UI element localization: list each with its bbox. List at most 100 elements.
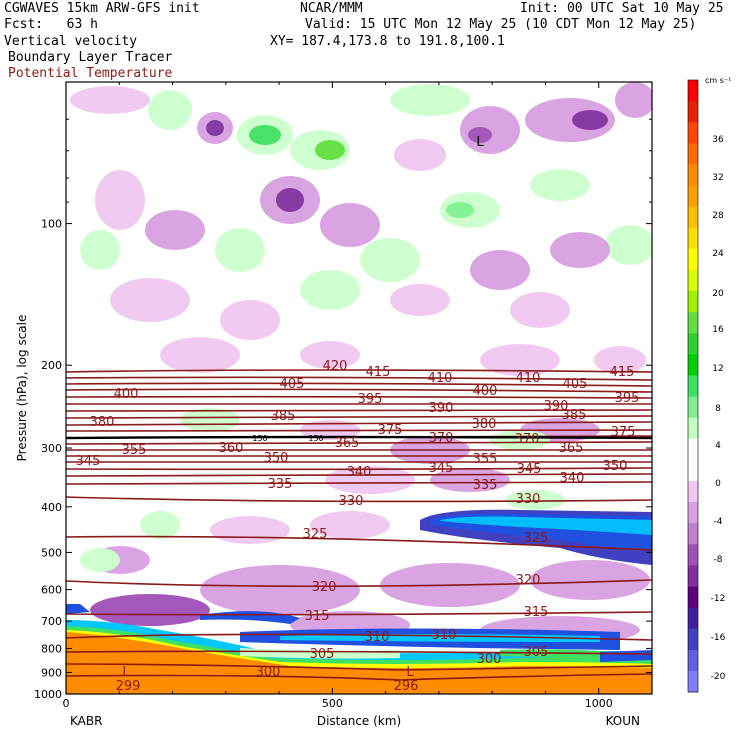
theta-label: 300 (256, 665, 281, 680)
theta-label: 350 (603, 459, 628, 474)
colorbar-swatch (688, 269, 698, 292)
tracer-150-line (66, 435, 652, 440)
y-tick-label: 200 (41, 359, 62, 372)
y-tick-label: 800 (41, 642, 62, 655)
field-boundary-layer-tracer: Boundary Layer Tracer (8, 50, 173, 65)
theta-label: 310 (365, 630, 390, 645)
theta-label: 400 (473, 384, 498, 399)
theta-label: 320 (312, 580, 337, 595)
theta-label: 325 (303, 527, 328, 542)
theta-label: 340 (560, 471, 585, 486)
colorbar-label: 0 (715, 479, 721, 489)
colorbar-swatch (688, 670, 698, 693)
theta-label: 410 (428, 371, 453, 386)
colorbar-swatch (688, 438, 698, 461)
colorbar-label: 8 (715, 404, 721, 414)
colorbar-label: -20 (711, 672, 726, 682)
x-tick-label: 1000 (585, 697, 613, 710)
colorbar-label: 16 (712, 325, 724, 335)
colorbar-frame (687, 79, 699, 693)
theta-label: 410 (516, 371, 541, 386)
theta-label: 390 (429, 401, 454, 416)
colorbar-swatch (688, 291, 698, 313)
theta-label: 360 (219, 441, 244, 456)
theta-label: 325 (524, 531, 549, 546)
vertical-velocity-shading (66, 82, 652, 694)
low-marker: L (406, 665, 414, 680)
theta-label: 355 (122, 443, 147, 458)
theta-label: 420 (323, 359, 348, 374)
x-right-endpoint: KOUN (606, 714, 640, 728)
colorbar-swatch (688, 248, 698, 271)
colorbar-swatch (688, 480, 698, 503)
colorbar-swatch (688, 396, 698, 419)
theta-label: 400 (114, 387, 139, 402)
theta-label: 375 (611, 425, 636, 440)
theta-label: 355 (473, 452, 498, 467)
x-tick-label: 500 (322, 697, 343, 710)
colorbar-swatch (688, 565, 698, 587)
theta-label: 335 (473, 478, 498, 493)
colorbar-label: -12 (711, 594, 726, 604)
colorbar-swatch (688, 312, 698, 334)
colorbar-label: 12 (712, 364, 723, 374)
x-tick-label: 0 (63, 697, 70, 710)
colorbar-swatch (688, 607, 698, 630)
colorbar-swatch (688, 143, 698, 165)
theta-label: 385 (271, 409, 296, 424)
theta-label: 296 (394, 679, 419, 694)
x-axis: 0 500 1000 (63, 82, 653, 710)
theta-label: 380 (472, 417, 497, 432)
model-title: CGWAVES 15km ARW-GFS init (4, 1, 200, 16)
colorbar-swatch (688, 122, 698, 144)
colorbar-swatch (688, 649, 698, 672)
xy-endpoints: XY= 187.4,173.8 to 191.8,100.1 (270, 34, 505, 49)
colorbar-swatch (688, 80, 698, 102)
field-vertical-velocity: Vertical velocity (4, 34, 138, 49)
theta-label: 395 (358, 392, 383, 407)
colorbar (687, 79, 699, 693)
colorbar-swatch (688, 628, 698, 651)
theta-label: 415 (366, 365, 391, 380)
theta-label: 365 (559, 441, 584, 456)
colorbar-label: 32 (712, 173, 723, 183)
y-tick-label: 300 (41, 442, 62, 455)
colorbar-label: 4 (715, 441, 721, 451)
colorbar-swatch (688, 375, 698, 398)
low-marker: L (476, 135, 484, 150)
y-tick-label: 500 (41, 546, 62, 559)
x-left-endpoint: KABR (70, 714, 102, 728)
theta-label: 330 (339, 494, 364, 509)
y-tick-label: 600 (41, 584, 62, 597)
valid-time: Valid: 15 UTC Mon 12 May 25 (10 CDT Mon … (305, 17, 697, 32)
colorbar-swatch (688, 459, 698, 482)
colorbar-swatch (688, 333, 698, 355)
colorbar-label: 36 (712, 135, 724, 145)
colorbar-label: 20 (712, 289, 724, 299)
theta-label: 390 (544, 399, 569, 414)
colorbar-label: -4 (714, 517, 723, 527)
init-time: Init: 00 UTC Sat 10 May 25 (520, 1, 724, 16)
y-tick-label: 1000 (34, 688, 62, 701)
theta-label: 345 (517, 462, 542, 477)
theta-label: 310 (432, 628, 457, 643)
tracer-label: 150 (308, 434, 323, 443)
theta-label: 320 (516, 573, 541, 588)
colorbar-label: -8 (714, 555, 723, 565)
theta-label: 315 (305, 609, 330, 624)
theta-label: 300 (477, 652, 502, 667)
theta-label: 305 (310, 647, 335, 662)
theta-label: 370 (515, 432, 540, 447)
theta-label: 375 (378, 423, 403, 438)
y-axis-title: Pressure (hPa), log scale (15, 315, 29, 462)
colorbar-swatch (688, 523, 698, 545)
theta-label: 335 (268, 477, 293, 492)
x-axis-title: Distance (km) (317, 714, 401, 728)
theta-label: 330 (516, 492, 541, 507)
colorbar-swatch (688, 101, 698, 123)
low-marker: L (122, 665, 130, 680)
theta-label: 365 (335, 436, 360, 451)
colorbar-swatch (688, 227, 698, 250)
